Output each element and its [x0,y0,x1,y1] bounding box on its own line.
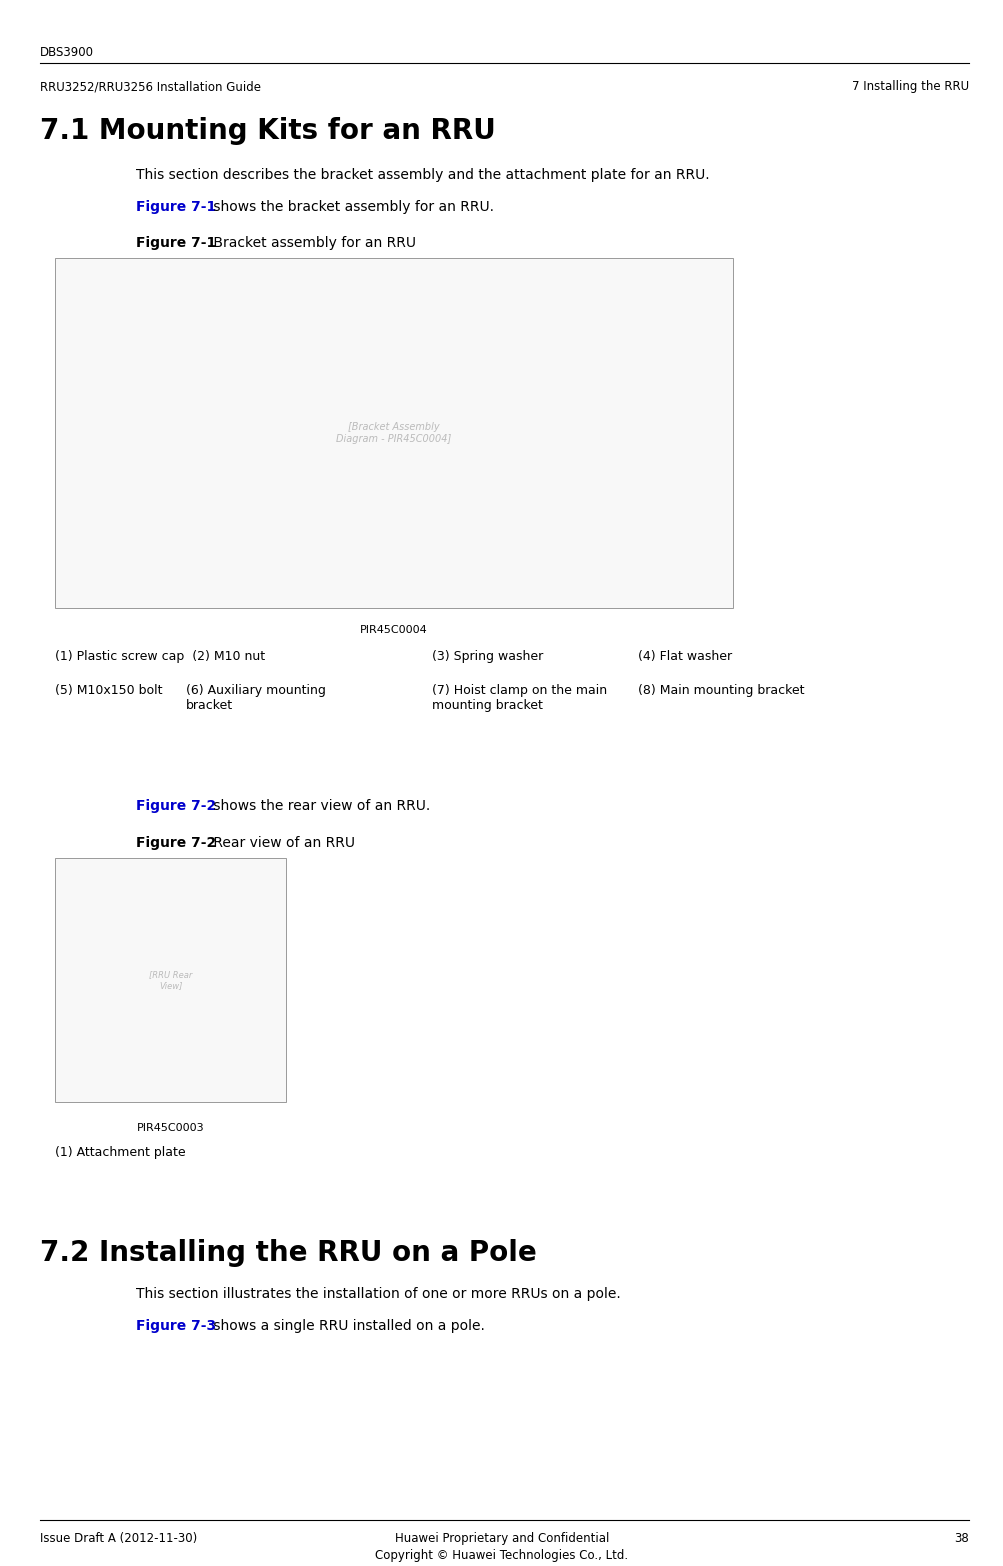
Text: (4) Flat washer: (4) Flat washer [637,650,731,662]
Text: DBS3900: DBS3900 [40,45,94,60]
Text: Rear view of an RRU: Rear view of an RRU [209,836,354,850]
Text: Bracket assembly for an RRU: Bracket assembly for an RRU [209,236,415,251]
Text: (8) Main mounting bracket: (8) Main mounting bracket [637,684,803,697]
Text: This section describes the bracket assembly and the attachment plate for an RRU.: This section describes the bracket assem… [135,168,708,182]
Text: 7.1 Mounting Kits for an RRU: 7.1 Mounting Kits for an RRU [40,117,495,146]
Text: 7.2 Installing the RRU on a Pole: 7.2 Installing the RRU on a Pole [40,1239,537,1267]
Text: Copyright © Huawei Technologies Co., Ltd.: Copyright © Huawei Technologies Co., Ltd… [375,1549,628,1561]
Text: Figure 7-3: Figure 7-3 [135,1319,216,1333]
Text: shows the bracket assembly for an RRU.: shows the bracket assembly for an RRU. [209,200,493,215]
Text: RRU3252/RRU3256 Installation Guide: RRU3252/RRU3256 Installation Guide [40,80,261,94]
Text: Figure 7-1: Figure 7-1 [135,200,216,215]
Text: (7) Hoist clamp on the main
mounting bracket: (7) Hoist clamp on the main mounting bra… [431,684,606,713]
Text: shows a single RRU installed on a pole.: shows a single RRU installed on a pole. [209,1319,484,1333]
Text: (6) Auxiliary mounting
bracket: (6) Auxiliary mounting bracket [186,684,325,713]
Text: [Bracket Assembly
Diagram - PIR45C0004]: [Bracket Assembly Diagram - PIR45C0004] [336,423,451,443]
Text: [RRU Rear
View]: [RRU Rear View] [148,971,193,990]
Text: 38: 38 [953,1532,968,1544]
Text: (5) M10x150 bolt: (5) M10x150 bolt [55,684,162,697]
Text: (3) Spring washer: (3) Spring washer [431,650,543,662]
Text: 7 Installing the RRU: 7 Installing the RRU [851,80,968,94]
Text: shows the rear view of an RRU.: shows the rear view of an RRU. [209,799,429,813]
Text: Figure 7-2: Figure 7-2 [135,799,216,813]
Bar [55,258,732,608]
Text: (1) Attachment plate: (1) Attachment plate [55,1146,186,1159]
Text: Figure 7-2: Figure 7-2 [135,836,216,850]
Text: Figure 7-1: Figure 7-1 [135,236,216,251]
Text: (1) Plastic screw cap  (2) M10 nut: (1) Plastic screw cap (2) M10 nut [55,650,265,662]
Text: This section illustrates the installation of one or more RRUs on a pole.: This section illustrates the installatio… [135,1287,620,1301]
Bar [55,858,286,1102]
Text: PIR45C0003: PIR45C0003 [136,1123,205,1132]
Text: Huawei Proprietary and Confidential: Huawei Proprietary and Confidential [394,1532,609,1544]
Text: PIR45C0004: PIR45C0004 [360,625,427,634]
Text: Issue Draft A (2012-11-30): Issue Draft A (2012-11-30) [40,1532,198,1544]
